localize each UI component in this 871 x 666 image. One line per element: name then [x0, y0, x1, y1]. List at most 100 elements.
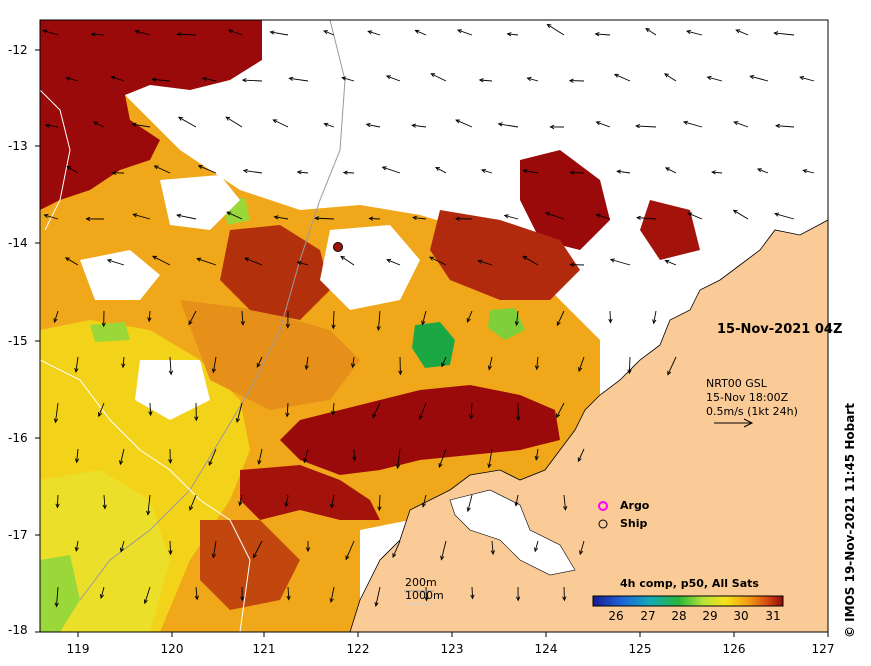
current-arrow — [98, 402, 105, 417]
current-arrow-head — [435, 166, 440, 171]
current-arrow — [438, 448, 447, 468]
current-arrow — [421, 310, 427, 325]
current-arrow — [488, 356, 493, 370]
current-arrow-head — [176, 32, 182, 37]
current-arrow-head — [365, 122, 371, 128]
current-arrow — [664, 73, 677, 82]
current-arrow-head — [421, 502, 426, 508]
current-arrow — [535, 448, 539, 460]
current-arrow-head — [374, 601, 379, 607]
current-arrow — [65, 257, 79, 266]
current-arrow-head — [272, 119, 278, 124]
current-arrow-head — [503, 214, 509, 219]
current-arrow-head — [252, 553, 257, 559]
current-arrow-head — [101, 322, 106, 328]
current-arrow-head — [305, 547, 311, 553]
current-arrow-head — [568, 78, 574, 83]
current-arrow — [481, 169, 493, 174]
current-arrow-head — [549, 124, 555, 130]
current-arrow-head — [616, 169, 622, 174]
current-arrow — [429, 256, 447, 266]
current-arrow-head — [131, 122, 137, 127]
current-arrow-head — [636, 215, 641, 221]
current-arrow-head — [706, 75, 712, 81]
isobath-200m-label: 200m — [405, 576, 437, 589]
current-arrow-head — [480, 168, 486, 173]
sst-hot-east — [520, 150, 610, 250]
current-arrow-head — [627, 369, 632, 375]
current-arrow-head — [342, 170, 348, 175]
current-arrow-head — [226, 211, 232, 216]
current-arrow — [397, 448, 401, 469]
current-arrow-head — [74, 546, 79, 552]
current-arrow — [332, 310, 335, 329]
current-arrow — [412, 217, 427, 220]
current-arrow-head — [534, 365, 540, 371]
sst-hot-northwest — [40, 20, 262, 210]
current-arrow-head — [664, 259, 670, 264]
current-arrow — [382, 166, 401, 174]
current-arrow-head — [240, 596, 245, 602]
current-arrow-head — [430, 73, 436, 78]
current-arrow-head — [350, 363, 356, 369]
lon-label: 125 — [628, 642, 652, 656]
isobath-200m — [79, 20, 346, 601]
current-arrow — [236, 402, 243, 423]
current-arrow-head — [412, 215, 417, 221]
current-arrow-head — [323, 30, 329, 35]
current-arrow — [93, 121, 105, 128]
lat-label: -12 — [8, 43, 28, 57]
current-arrow — [577, 448, 585, 462]
ship-marker-map — [333, 242, 343, 252]
current-arrow — [534, 540, 539, 552]
current-arrow — [75, 356, 79, 373]
current-arrow — [498, 123, 519, 128]
current-arrow-head — [64, 257, 70, 262]
current-arrow-head — [381, 166, 387, 171]
colorbar — [592, 595, 784, 607]
axis-ticks — [35, 49, 829, 637]
current-arrow — [144, 586, 151, 604]
current-arrow — [516, 310, 519, 326]
current-arrow — [135, 30, 151, 36]
current-arrow — [212, 540, 217, 558]
colorbar-tick: 28 — [671, 609, 687, 623]
current-arrow — [208, 448, 217, 466]
current-arrow-head — [682, 120, 688, 125]
current-arrow — [614, 74, 631, 82]
current-arrow — [707, 76, 723, 82]
current-arrow-head — [296, 170, 302, 175]
current-arrow — [645, 28, 657, 36]
current-arrow-head — [227, 29, 233, 34]
colorbar-title: 4h comp, p50, All Sats — [620, 577, 759, 590]
current-arrow — [285, 494, 289, 507]
lon-label: 122 — [346, 642, 370, 656]
current-arrow-head — [487, 463, 492, 469]
current-arrow-head — [148, 411, 153, 417]
current-arrow-head — [569, 262, 575, 267]
current-arrow-head — [110, 75, 116, 80]
colorbar-tick: 29 — [702, 609, 718, 623]
current-arrow-head — [735, 29, 741, 34]
current-arrow-head — [773, 31, 779, 36]
current-arrow-head — [111, 170, 117, 176]
sst-cool-patch-3 — [90, 322, 130, 342]
isobath-1000m-2 — [40, 89, 71, 231]
current-arrow-head — [577, 457, 582, 463]
colorbar-tick: 27 — [640, 609, 656, 623]
current-arrow — [54, 310, 59, 323]
current-arrow-head — [211, 553, 217, 559]
current-arrow — [478, 260, 493, 266]
current-scale-label: 0.5m/s (1kt 24h) — [706, 405, 798, 418]
current-arrow — [353, 448, 355, 461]
current-arrow — [617, 170, 631, 174]
current-arrow-head — [487, 365, 493, 371]
current-arrow — [457, 29, 473, 36]
current-arrow-head — [663, 73, 669, 78]
current-arrow-head — [386, 259, 392, 263]
current-arrow-head — [329, 598, 334, 604]
current-arrow-head — [330, 503, 335, 509]
current-arrow — [242, 79, 263, 82]
current-arrow-head — [490, 550, 495, 556]
current-arrow — [197, 258, 217, 266]
